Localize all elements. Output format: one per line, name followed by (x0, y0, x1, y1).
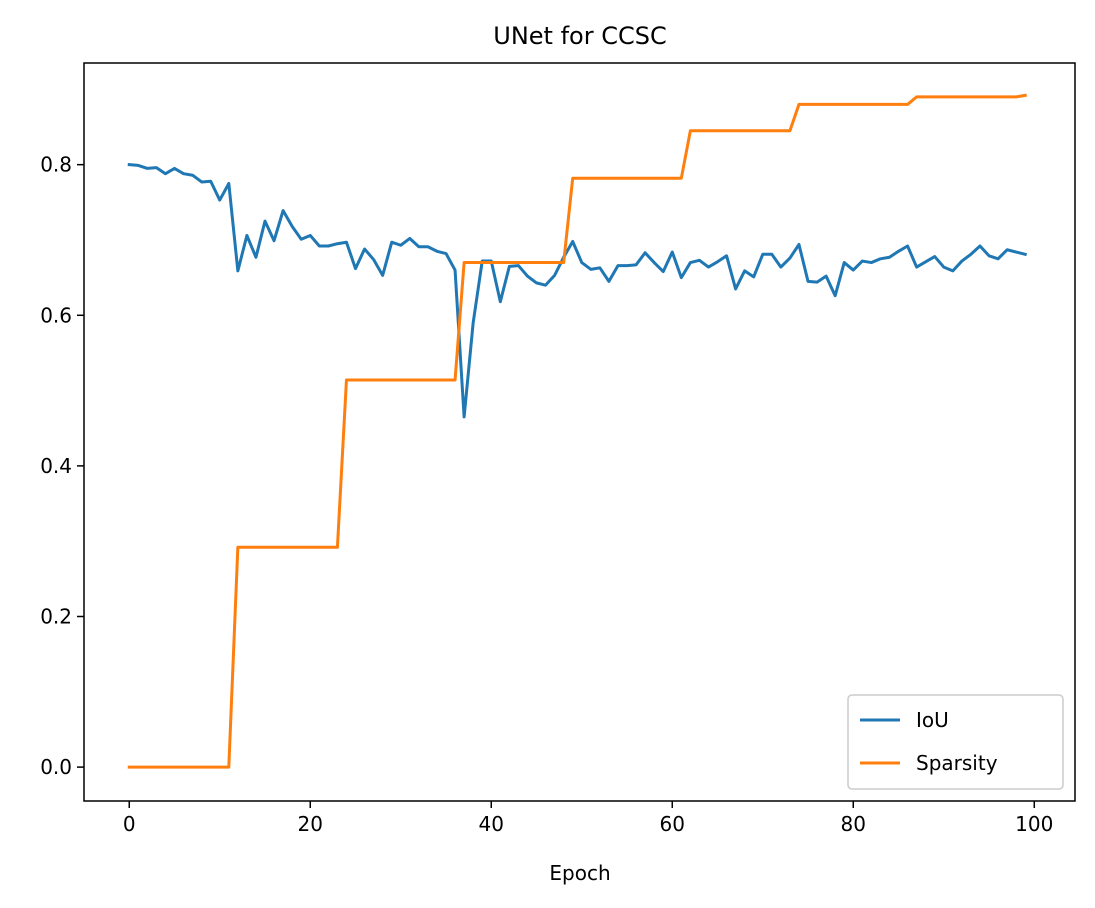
x-tick-label: 20 (298, 812, 323, 836)
x-tick-label: 100 (1015, 812, 1053, 836)
chart-title: UNet for CCSC (493, 22, 666, 50)
x-tick-label: 60 (660, 812, 685, 836)
series-line-sparsity (127, 93, 1027, 769)
y-tick-label: 0.0 (40, 755, 72, 779)
series-line-iou (127, 163, 1028, 419)
legend-label-sparsity: Sparsity (916, 751, 998, 775)
legend: IoU Sparsity (847, 694, 1064, 790)
axes-frame (83, 62, 1076, 802)
x-axis-label: Epoch (549, 861, 610, 885)
y-tick-label: 0.4 (40, 454, 72, 478)
legend-label-iou: IoU (916, 708, 949, 732)
x-tick-label: 40 (479, 812, 504, 836)
axis-ticks: 0 20 40 60 80 100 0.0 0.2 0.4 0.6 0.8 (40, 153, 1053, 836)
legend-box (847, 694, 1064, 790)
x-tick-label: 0 (123, 812, 136, 836)
y-tick-label: 0.8 (40, 153, 72, 177)
y-tick-label: 0.2 (40, 605, 72, 629)
plot-area (127, 93, 1028, 769)
x-tick-label: 80 (841, 812, 866, 836)
y-tick-label: 0.6 (40, 303, 72, 327)
